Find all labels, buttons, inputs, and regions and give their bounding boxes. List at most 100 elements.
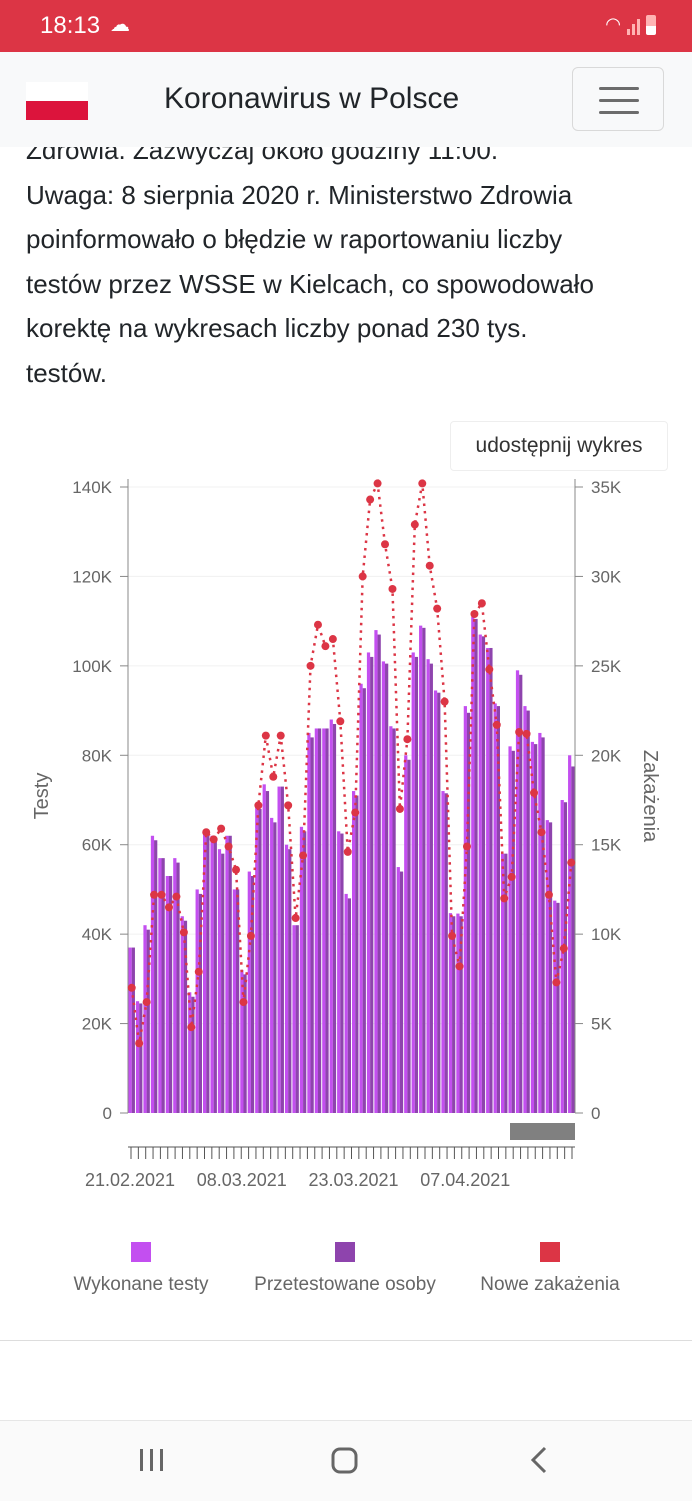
y-tick-label-left: 60K: [82, 836, 113, 855]
bar-tests: [262, 784, 266, 1113]
x-tick-label: 23.03.2021: [308, 1170, 398, 1190]
bar-tested: [198, 893, 202, 1113]
cases-point: [261, 731, 270, 740]
bar-tested: [548, 822, 553, 1113]
range-slider-handle[interactable]: [510, 1123, 575, 1140]
page-title: Koronawirus w Polsce: [164, 82, 460, 115]
bar-tests: [128, 947, 132, 1113]
bar-tests: [307, 732, 311, 1113]
bar-tests: [411, 652, 415, 1113]
bar-tested: [459, 916, 463, 1113]
x-tick-label: 07.04.2021: [420, 1170, 510, 1190]
cases-point: [515, 728, 524, 737]
bar-tests: [456, 913, 460, 1113]
bar-tested: [526, 710, 530, 1113]
cases-point: [433, 604, 442, 613]
bar-tested: [310, 737, 314, 1113]
y-tick-label-left: 140K: [72, 478, 112, 497]
cases-point: [440, 697, 449, 706]
y-tick-label-left: 40K: [82, 925, 113, 944]
menu-button[interactable]: [572, 67, 664, 131]
bar-tested: [176, 862, 180, 1113]
cases-point: [321, 642, 330, 651]
y-axis-title-right: Zakażenia: [639, 750, 661, 843]
bar-tested: [221, 853, 225, 1113]
cases-point: [209, 835, 218, 844]
poland-flag-logo[interactable]: [26, 82, 88, 120]
cases-point: [351, 808, 360, 817]
y-tick-label-right: 30K: [591, 567, 622, 586]
legend-item-cases[interactable]: Nowe zakażenia: [468, 1242, 632, 1296]
bar-tests: [247, 871, 251, 1113]
tests-chart: 0 0 20K 5K 40K 10K 60K 15K 80K 20K 100K 25K 120K 30K 1…: [31, 478, 661, 1190]
bar-tests: [292, 925, 296, 1113]
bar-tests: [545, 820, 549, 1113]
bar-tests: [255, 804, 259, 1113]
cases-point: [179, 928, 188, 937]
back-icon[interactable]: [528, 1445, 550, 1480]
cases-point: [127, 983, 136, 992]
bar-tested: [258, 808, 262, 1113]
bar-tested: [362, 688, 366, 1113]
bar-tests: [329, 719, 333, 1113]
cases-point: [381, 540, 390, 549]
bar-tests: [270, 817, 274, 1113]
bar-tested: [466, 712, 471, 1113]
legend-item-tested[interactable]: Przetestowane osoby: [240, 1242, 450, 1296]
bar-tested: [370, 656, 374, 1113]
cases-point: [559, 944, 568, 953]
bar-tested: [168, 876, 173, 1113]
bar-tests: [322, 728, 326, 1113]
bar-tested: [236, 889, 240, 1113]
cases-point: [239, 998, 248, 1007]
bar-tested: [340, 833, 344, 1113]
bar-tested: [385, 663, 389, 1113]
bar-tests: [135, 1001, 140, 1113]
recent-apps-icon[interactable]: [138, 1445, 166, 1480]
legend-item-tests[interactable]: Wykonane testy: [60, 1242, 222, 1296]
bar-tested: [139, 1003, 143, 1113]
battery-icon: [646, 15, 656, 35]
bar-tests: [426, 659, 430, 1113]
bar-tests: [277, 786, 281, 1113]
cases-point: [172, 892, 181, 901]
bar-tests: [232, 889, 237, 1113]
hamburger-icon: [599, 87, 639, 90]
cases-point: [164, 903, 173, 912]
text-line: Uwaga: 8 sierpnia 2020 r. Ministerstwo Z…: [26, 179, 573, 210]
bar-tests: [188, 992, 192, 1113]
cases-point: [150, 890, 159, 899]
cases-point: [269, 772, 278, 781]
cases-point: [477, 599, 486, 608]
cases-point: [187, 1023, 196, 1032]
bar-tested: [414, 656, 419, 1113]
bar-tested: [399, 871, 404, 1113]
bar-tested: [437, 692, 441, 1113]
cloud-icon: ☁: [110, 14, 130, 36]
bar-tested: [317, 728, 322, 1113]
text-line: korektę na wykresach liczby ponad 230 ty…: [26, 313, 528, 343]
cases-point: [284, 801, 293, 810]
cases-point: [366, 495, 375, 504]
bar-tests: [478, 634, 482, 1113]
bar-tested: [280, 786, 284, 1113]
bar-tests: [441, 791, 445, 1113]
bar-tested: [332, 723, 337, 1113]
bar-tests: [568, 755, 572, 1113]
bar-tested: [481, 636, 486, 1113]
home-icon[interactable]: [330, 1445, 360, 1480]
share-chart-button[interactable]: udostępnij wykres: [450, 421, 668, 471]
text-line: poinformowało o błędzie w raportowaniu l…: [26, 224, 563, 254]
cases-point: [202, 828, 211, 837]
y-tick-label-right: 20K: [591, 746, 622, 765]
legend-swatch: [540, 1242, 560, 1262]
bar-tested: [206, 831, 210, 1113]
bar-tests: [448, 913, 453, 1113]
bar-tested: [161, 858, 165, 1113]
cases-point: [313, 620, 322, 629]
bar-tests: [508, 746, 512, 1113]
hamburger-line: [599, 99, 639, 102]
bar-tests: [523, 706, 527, 1113]
app-header: Koronawirus w Polsce: [0, 52, 692, 147]
bar-tested: [228, 835, 232, 1113]
